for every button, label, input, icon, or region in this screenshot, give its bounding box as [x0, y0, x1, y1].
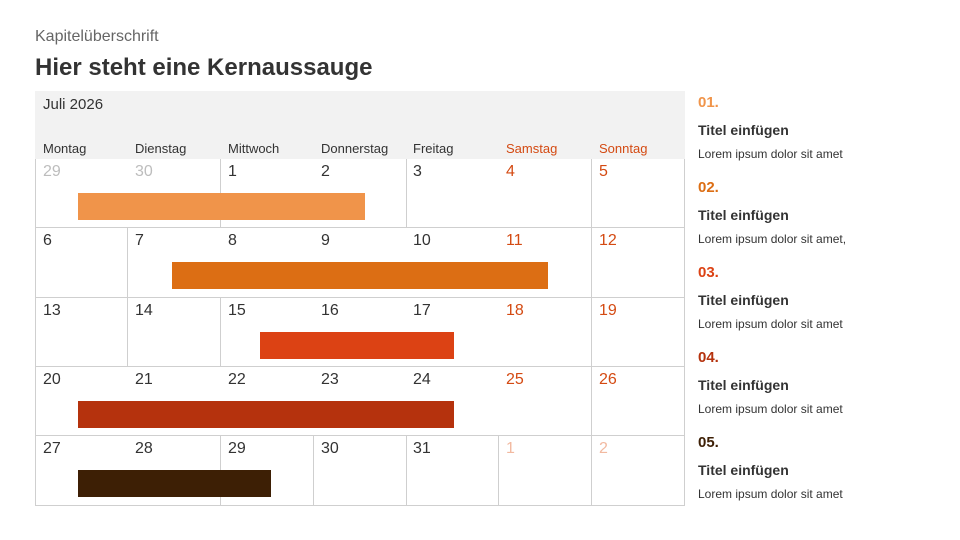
legend-item-3: 03. Titel einfügen Lorem ipsum dolor sit…	[698, 264, 948, 331]
day-number[interactable]: 27	[43, 440, 61, 457]
grid-line	[406, 159, 407, 227]
chapter-heading: Kapitelüberschrift	[35, 28, 159, 45]
weekday-sunday: Sonntag	[599, 141, 648, 156]
day-number[interactable]: 30	[321, 440, 339, 457]
grid-line	[591, 435, 592, 505]
event-bar-4[interactable]	[78, 401, 454, 428]
day-number[interactable]: 2	[599, 440, 608, 457]
legend-item-4: 04. Titel einfügen Lorem ipsum dolor sit…	[698, 349, 948, 416]
item-number: 03.	[698, 264, 719, 281]
grid-line	[35, 297, 685, 298]
day-number[interactable]: 10	[413, 232, 431, 249]
item-title: Titel einfügen	[698, 462, 789, 478]
grid-line	[684, 159, 685, 506]
day-number[interactable]: 28	[135, 440, 153, 457]
weekday-wednesday: Mittwoch	[228, 141, 280, 156]
day-number[interactable]: 20	[43, 371, 61, 388]
event-bar-2[interactable]	[172, 262, 548, 289]
day-number[interactable]: 18	[506, 302, 524, 319]
item-text: Lorem ipsum dolor sit amet	[698, 147, 843, 161]
day-number[interactable]: 3	[413, 163, 422, 180]
event-bar-5[interactable]	[78, 470, 271, 497]
grid-line	[35, 366, 685, 367]
weekday-thursday: Donnerstag	[321, 141, 389, 156]
day-number[interactable]: 1	[228, 163, 237, 180]
grid-line	[591, 366, 592, 435]
grid-line	[591, 159, 592, 227]
day-number[interactable]: 1	[506, 440, 515, 457]
day-number[interactable]: 15	[228, 302, 246, 319]
grid-line	[127, 227, 128, 297]
day-number[interactable]: 26	[599, 371, 617, 388]
grid-line	[591, 297, 592, 366]
item-number: 02.	[698, 179, 719, 196]
item-text: Lorem ipsum dolor sit amet,	[698, 232, 847, 246]
event-bar-3[interactable]	[260, 332, 454, 359]
calendar-grid: 29 30 1 2 3 4 5 6 7 8 9 10 11 12 13 14 1…	[35, 159, 685, 506]
day-number[interactable]: 25	[506, 371, 524, 388]
day-number[interactable]: 24	[413, 371, 431, 388]
day-number[interactable]: 31	[413, 440, 431, 457]
day-number[interactable]: 5	[599, 163, 608, 180]
weekday-saturday: Samstag	[506, 141, 558, 156]
legend-item-1: 01. Titel einfügen Lorem ipsum dolor sit…	[698, 94, 948, 161]
weekday-tuesday: Dienstag	[135, 141, 187, 156]
day-number[interactable]: 7	[135, 232, 144, 249]
grid-line	[498, 435, 499, 505]
grid-line	[313, 435, 314, 505]
legend-item-2: 02. Titel einfügen Lorem ipsum dolor sit…	[698, 179, 948, 246]
item-text: Lorem ipsum dolor sit amet	[698, 487, 843, 501]
grid-line	[35, 505, 685, 506]
item-number: 01.	[698, 94, 719, 111]
grid-line	[406, 435, 407, 505]
day-number[interactable]: 22	[228, 371, 246, 388]
day-number[interactable]: 29	[43, 163, 61, 180]
day-number[interactable]: 6	[43, 232, 52, 249]
day-number[interactable]: 12	[599, 232, 617, 249]
day-number[interactable]: 17	[413, 302, 431, 319]
day-number[interactable]: 4	[506, 163, 515, 180]
day-number[interactable]: 30	[135, 163, 153, 180]
weekday-friday: Freitag	[413, 141, 454, 156]
day-number[interactable]: 11	[506, 232, 523, 249]
day-number[interactable]: 2	[321, 163, 330, 180]
day-number[interactable]: 14	[135, 302, 153, 319]
day-number[interactable]: 16	[321, 302, 339, 319]
grid-line	[220, 297, 221, 366]
day-number[interactable]: 19	[599, 302, 617, 319]
weekday-monday: Montag	[43, 141, 87, 156]
item-title: Titel einfügen	[698, 377, 789, 393]
grid-line	[35, 159, 36, 506]
page-title: Hier steht eine Kernaussauge	[35, 54, 373, 81]
day-number[interactable]: 29	[228, 440, 246, 457]
grid-line	[35, 435, 685, 436]
day-number[interactable]: 21	[135, 371, 153, 388]
day-number[interactable]: 13	[43, 302, 61, 319]
item-text: Lorem ipsum dolor sit amet	[698, 317, 843, 331]
item-text: Lorem ipsum dolor sit amet	[698, 402, 843, 416]
grid-line	[591, 227, 592, 297]
grid-line	[127, 297, 128, 366]
calendar-header: Juli 2026 Montag Dienstag Mittwoch Donne…	[35, 91, 685, 159]
day-number[interactable]: 9	[321, 232, 330, 249]
event-bar-1[interactable]	[78, 193, 365, 220]
legend-item-5: 05. Titel einfügen Lorem ipsum dolor sit…	[698, 434, 948, 501]
grid-line	[35, 227, 685, 228]
day-number[interactable]: 23	[321, 371, 339, 388]
month-label: Juli 2026	[43, 96, 104, 113]
item-number: 05.	[698, 434, 719, 451]
item-title: Titel einfügen	[698, 207, 789, 223]
day-number[interactable]: 8	[228, 232, 237, 249]
item-number: 04.	[698, 349, 719, 366]
item-title: Titel einfügen	[698, 292, 789, 308]
item-title: Titel einfügen	[698, 122, 789, 138]
